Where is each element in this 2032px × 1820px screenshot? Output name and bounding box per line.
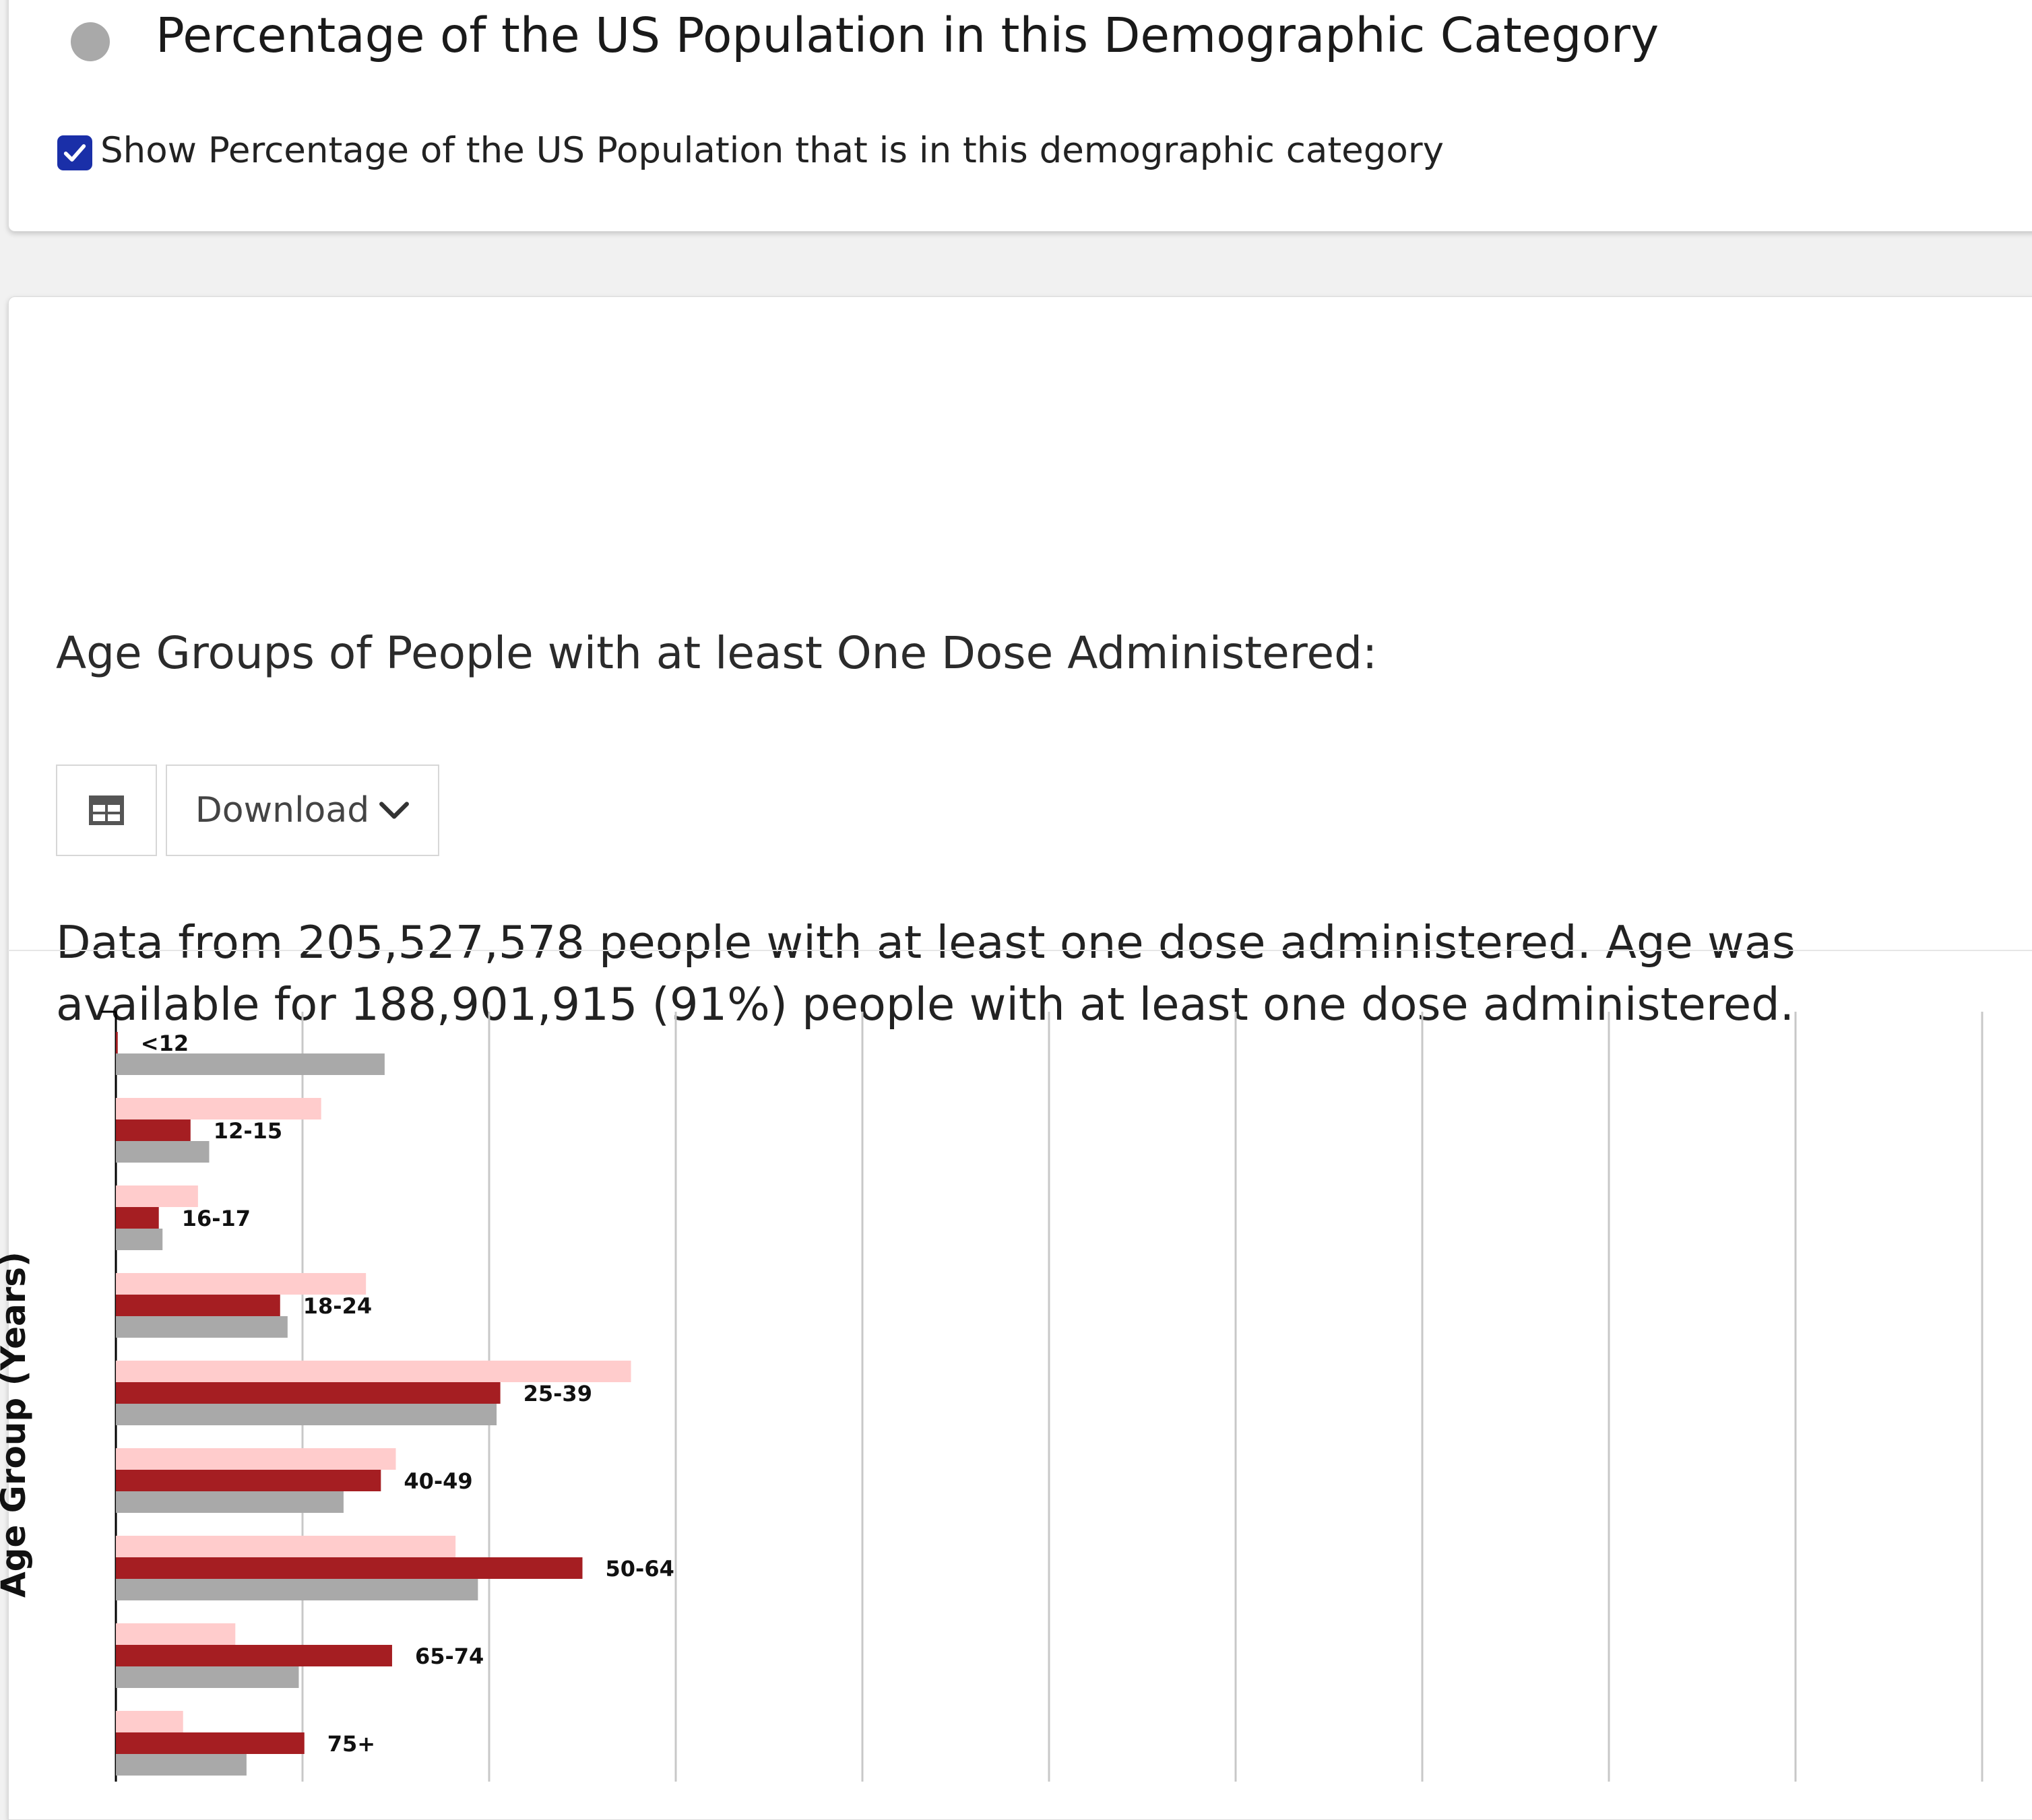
category-label: 40-49 (404, 1468, 472, 1494)
bar (116, 1536, 456, 1557)
bar (116, 1557, 583, 1579)
bar (116, 1185, 198, 1207)
bar (116, 1470, 381, 1491)
table-icon (89, 795, 124, 825)
bar (116, 1053, 385, 1075)
bar (116, 1666, 299, 1688)
legend-card: Percentage of the US Population in this … (8, 0, 2032, 232)
y-axis-title: Age Group (Years) (0, 1251, 33, 1598)
bar (116, 1491, 344, 1513)
bar (116, 1448, 396, 1470)
bar (116, 1711, 183, 1732)
bar (116, 1295, 280, 1316)
category-label: 12-15 (214, 1118, 282, 1144)
bar (116, 1732, 305, 1754)
bar (116, 1273, 367, 1295)
bar (116, 1229, 163, 1250)
category-label: 18-24 (303, 1293, 372, 1319)
bar (116, 1382, 501, 1404)
age-group-bar-chart: <12 12-15 16-17 18-24 25-39 40-49 50-64 65-74 75… (101, 1010, 1983, 1782)
bar (116, 1098, 321, 1119)
bar (116, 1579, 478, 1600)
download-label: Download (195, 790, 370, 831)
checkmark-icon (63, 144, 86, 162)
category-label: 50-64 (606, 1556, 674, 1582)
section-title: Age Groups of People with at least One D… (56, 627, 1378, 679)
bar (116, 1207, 159, 1229)
legend-swatch (71, 22, 110, 61)
category-label: 75+ (327, 1731, 375, 1757)
data-summary: Data from 205,527,578 people with at lea… (56, 916, 1796, 1031)
table-view-button[interactable] (56, 765, 157, 856)
bar (116, 1119, 191, 1141)
bar (116, 1754, 247, 1776)
bar (116, 1623, 236, 1645)
bar (116, 1645, 392, 1666)
bar (116, 1032, 118, 1053)
download-button[interactable]: Download (166, 765, 439, 856)
category-label: 65-74 (415, 1644, 484, 1669)
divider (8, 950, 2032, 951)
chevron-down-icon (379, 802, 410, 819)
show-population-label[interactable]: Show Percentage of the US Population tha… (100, 130, 1444, 171)
legend-label: Percentage of the US Population in this … (156, 7, 1659, 63)
bar (116, 1361, 631, 1382)
bar (116, 1141, 210, 1163)
bar (116, 1316, 288, 1338)
category-label: <12 (141, 1031, 189, 1056)
bar (116, 1404, 497, 1425)
show-population-checkbox[interactable] (57, 135, 92, 170)
category-label: 16-17 (182, 1206, 251, 1231)
category-label: 25-39 (523, 1381, 592, 1406)
